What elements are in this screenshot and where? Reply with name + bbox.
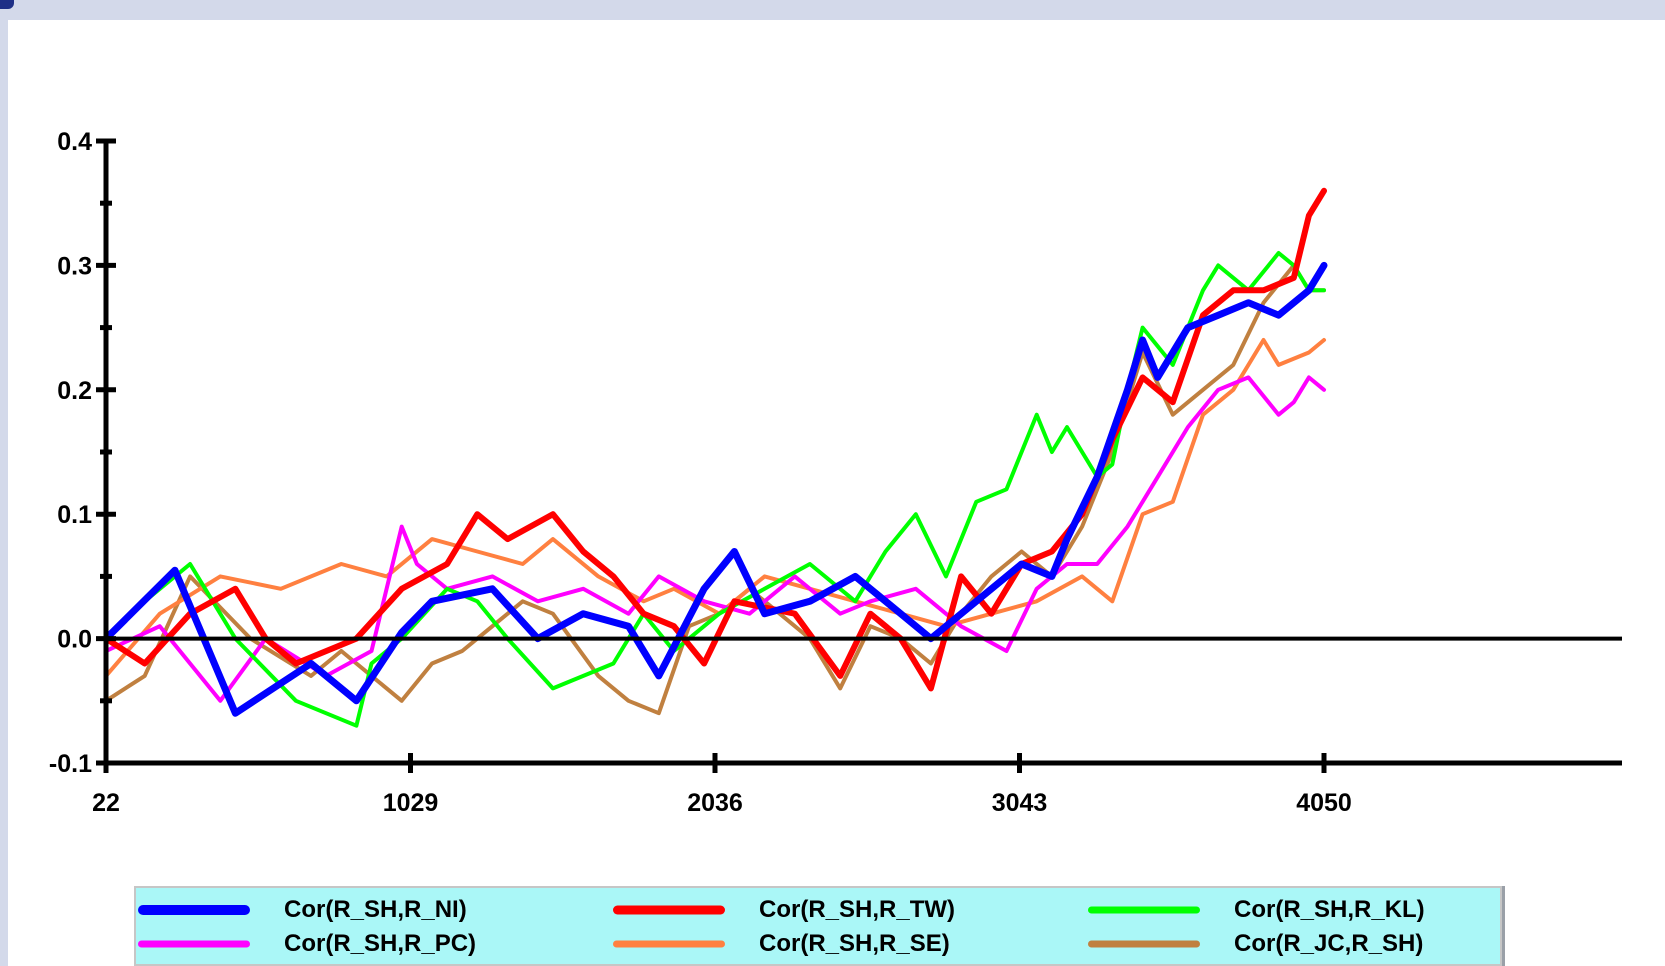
y-tick-label: 0.1 bbox=[57, 501, 92, 529]
legend-label: Cor(R_SH,R_TW) bbox=[759, 896, 955, 923]
legend-label: Cor(R_SH,R_SE) bbox=[759, 930, 950, 957]
series-line-1 bbox=[102, 261, 1328, 717]
y-tick-label: -0.1 bbox=[49, 750, 92, 778]
legend-swatch bbox=[138, 905, 250, 915]
legend-item: Cor(R_SH,R_NI) bbox=[136, 892, 606, 928]
slide-top-band bbox=[0, 0, 1665, 20]
legend-label: Cor(R_JC,R_SH) bbox=[1234, 930, 1424, 957]
series-line-3 bbox=[104, 251, 1326, 728]
correlation-line-chart: -0.1 0.0 0.1 0.2 0.3 0.4 22 1029 2036 3043 4050 bbox=[49, 128, 1622, 817]
legend-label: Cor(R_SH,R_PC) bbox=[284, 930, 477, 957]
legend-item: Cor(R_SH,R_SE) bbox=[611, 926, 1081, 962]
axis-layer: -0.1 0.0 0.1 0.2 0.3 0.4 22 1029 2036 3043 4050 bbox=[49, 128, 1622, 817]
legend-label: Cor(R_SH,R_NI) bbox=[284, 896, 467, 923]
x-tick-label: 2036 bbox=[687, 789, 743, 817]
legend-item: Cor(R_SH,R_KL) bbox=[1086, 892, 1556, 928]
y-tick-label: 0.2 bbox=[57, 377, 92, 405]
series-layer bbox=[102, 187, 1328, 728]
legend-label: Cor(R_SH,R_KL) bbox=[1234, 896, 1425, 923]
y-tick-label: 0.0 bbox=[57, 626, 92, 654]
x-tick-label: 22 bbox=[92, 789, 120, 817]
legend-item: Cor(R_SH,R_PC) bbox=[136, 926, 606, 962]
legend-item: Cor(R_SH,R_TW) bbox=[611, 892, 1081, 928]
y-tick-label: 0.3 bbox=[57, 252, 92, 280]
x-tick-label: 4050 bbox=[1296, 789, 1352, 817]
slide-left-band bbox=[0, 0, 8, 966]
legend-item: Cor(R_JC,R_SH) bbox=[1086, 926, 1556, 962]
chart-legend: Cor(R_SH,R_NI) Cor(R_SH,R_TW) Cor(R_SH,R_K… bbox=[134, 886, 1502, 966]
legend-swatch bbox=[1088, 906, 1200, 914]
x-tick-label: 1029 bbox=[383, 789, 439, 817]
series-line-4 bbox=[104, 375, 1326, 703]
legend-swatch bbox=[138, 940, 250, 948]
y-tick-label: 0.4 bbox=[57, 128, 92, 156]
series-line-5 bbox=[104, 338, 1326, 678]
title-glyph-fragment bbox=[0, 0, 14, 9]
legend-swatch bbox=[613, 905, 725, 915]
legend-swatch bbox=[1088, 940, 1200, 948]
legend-swatch bbox=[613, 940, 725, 948]
x-tick-label: 3043 bbox=[992, 789, 1048, 817]
